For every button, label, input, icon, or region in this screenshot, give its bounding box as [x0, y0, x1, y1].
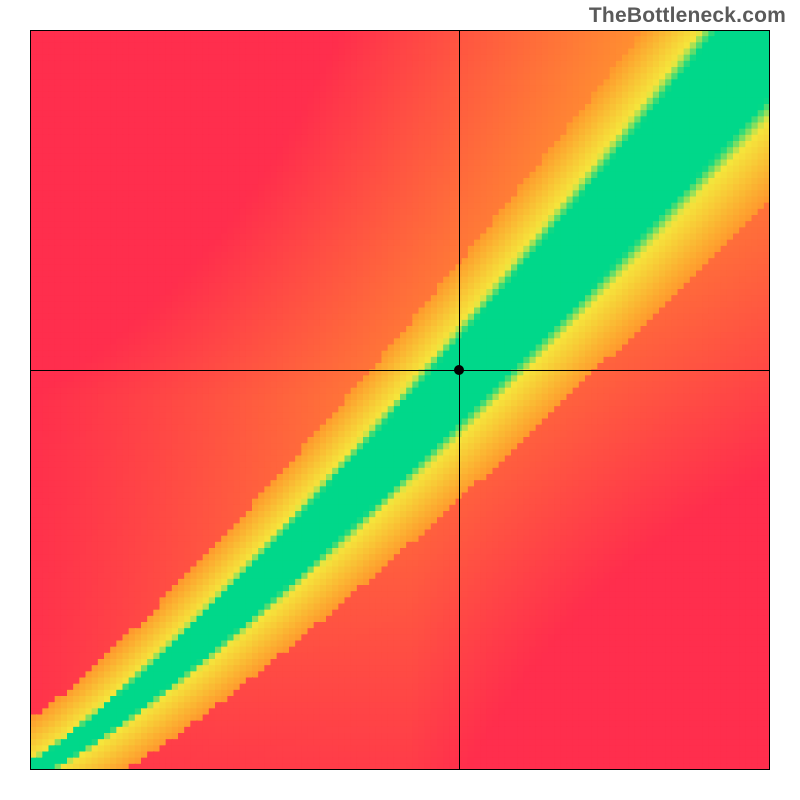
- crosshair-vertical: [459, 30, 460, 770]
- heatmap-plot: [30, 30, 770, 770]
- crosshair-marker: [454, 365, 464, 375]
- heatmap-canvas: [30, 30, 770, 770]
- watermark-text: TheBottleneck.com: [589, 4, 786, 28]
- crosshair-horizontal: [30, 370, 770, 371]
